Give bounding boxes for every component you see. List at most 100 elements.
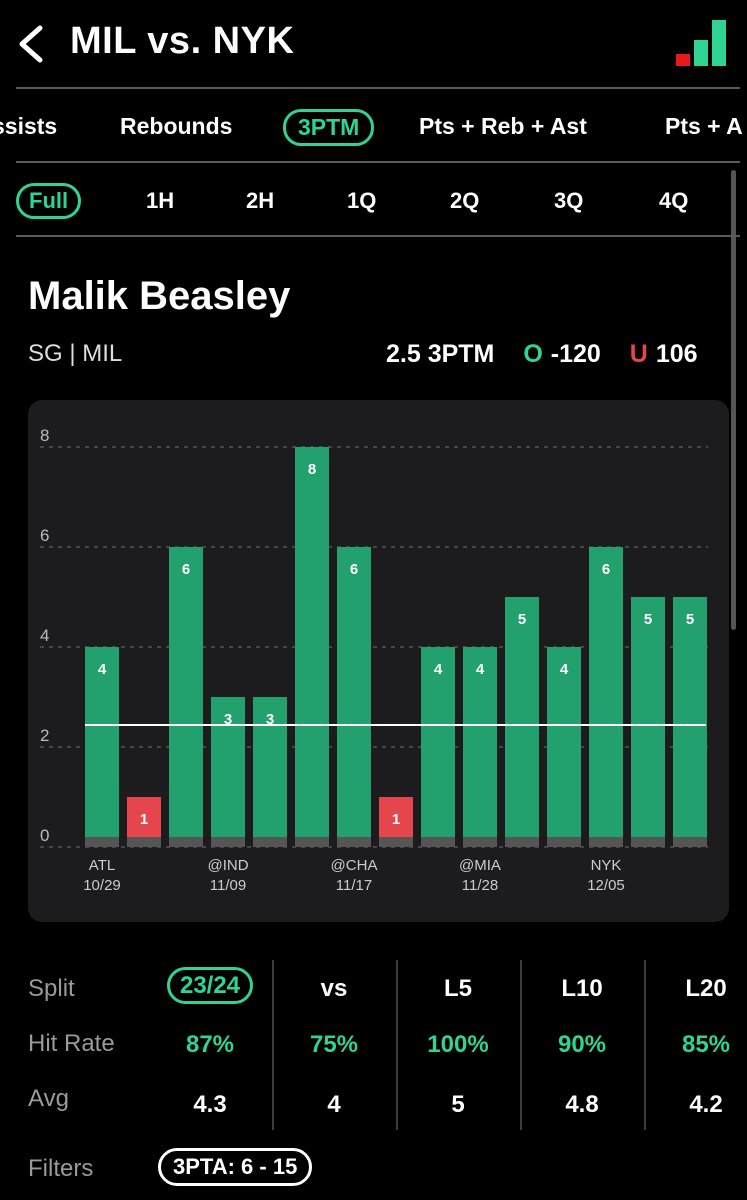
x-tick-team: NYK <box>591 857 622 874</box>
column-divider <box>520 960 522 1130</box>
bar[interactable] <box>337 547 371 847</box>
page-title: MIL vs. NYK <box>70 20 295 62</box>
bar[interactable] <box>631 597 665 847</box>
bar[interactable] <box>421 647 455 847</box>
player-name: Malik Beasley <box>28 274 291 318</box>
split-cell[interactable]: L5 <box>443 975 472 1002</box>
bar[interactable] <box>295 447 329 847</box>
bar[interactable] <box>253 697 287 847</box>
split-cell[interactable]: L20 <box>685 975 727 1002</box>
tab-1h[interactable]: 1H <box>146 188 175 213</box>
market-divider <box>16 161 740 163</box>
bar[interactable] <box>463 647 497 847</box>
split-cell[interactable]: vs <box>320 975 348 1002</box>
tab-pts-reb-ast[interactable]: Pts + Reb + Ast <box>419 113 587 139</box>
over-odds[interactable]: -120 <box>550 340 601 368</box>
filter-chip-3pta[interactable]: 3PTA: 6 - 15 <box>158 1148 313 1186</box>
tab-3ptm[interactable]: 3PTM <box>283 109 375 146</box>
avg-cell: 5 <box>451 1091 465 1118</box>
tab-2h[interactable]: 2H <box>246 188 275 213</box>
tab-4q[interactable]: 4Q <box>659 188 689 213</box>
bar[interactable] <box>169 547 203 847</box>
tab-2q[interactable]: 2Q <box>450 188 480 213</box>
tab-full[interactable]: Full <box>16 183 82 219</box>
split-cell[interactable]: 23/24 <box>155 967 265 1004</box>
avg-cell: 4.2 <box>689 1091 723 1118</box>
split-cell[interactable]: L10 <box>561 975 603 1002</box>
bar-base <box>85 837 119 847</box>
tab-pts-ast[interactable]: Pts + A <box>665 113 743 139</box>
under-odds[interactable]: 106 <box>655 340 698 368</box>
bar-value-label: 8 <box>308 461 316 478</box>
stats-table: Split Hit Rate Avg <box>0 955 747 1135</box>
avg-cell: 4.8 <box>565 1091 599 1118</box>
bar-value-label: 4 <box>560 661 569 678</box>
bar-base <box>421 837 455 847</box>
bar-chart-logo-icon[interactable] <box>676 18 728 68</box>
x-tick-date: 10/29 <box>83 877 121 894</box>
column-divider <box>396 960 398 1130</box>
avg-cell: 4.3 <box>193 1091 227 1118</box>
bar-base <box>337 837 371 847</box>
bar[interactable] <box>547 647 581 847</box>
bar-value-label: 4 <box>434 661 443 678</box>
bar-value-label: 1 <box>140 811 148 828</box>
bar-base <box>127 837 161 847</box>
tab-3q[interactable]: 3Q <box>554 188 584 213</box>
column-divider <box>644 960 646 1130</box>
split-active-chip[interactable]: 23/24 <box>166 967 254 1004</box>
x-tick-team: @IND <box>207 857 248 874</box>
tab-rebounds[interactable]: Rebounds <box>120 113 233 139</box>
x-tick-team: @MIA <box>459 857 501 874</box>
bar-base <box>589 837 623 847</box>
filters-label: Filters <box>28 1155 94 1182</box>
under-label[interactable]: U <box>629 340 648 368</box>
bar-value-label: 4 <box>98 661 107 678</box>
bar-value-label: 6 <box>602 561 610 578</box>
player-position: SG | MIL <box>28 340 123 367</box>
x-tick-date: 12/05 <box>587 877 625 894</box>
bar-value-label: 6 <box>182 561 190 578</box>
back-chevron-icon[interactable] <box>14 22 48 66</box>
bar-value-label: 3 <box>266 711 274 728</box>
bar-base <box>379 837 413 847</box>
tab-1q[interactable]: 1Q <box>347 188 377 213</box>
hit-rate-cell: 90% <box>557 1031 607 1058</box>
bar-value-label: 1 <box>392 811 400 828</box>
bar-value-label: 5 <box>644 611 652 628</box>
y-tick-label: 2 <box>40 726 49 745</box>
bar-base <box>253 837 287 847</box>
bar-value-label: 6 <box>350 561 358 578</box>
hit-rate-cell: 87% <box>185 1031 235 1058</box>
bar[interactable] <box>505 597 539 847</box>
hit-rate-cell: 100% <box>427 1031 489 1058</box>
bar-base <box>295 837 329 847</box>
bar-value-label: 5 <box>686 611 694 628</box>
scrollbar[interactable] <box>731 170 736 630</box>
y-tick-label: 8 <box>40 426 49 445</box>
prop-line: 2.5 3PTM O -120 U 106 <box>386 340 698 369</box>
bar-value-label: 3 <box>224 711 232 728</box>
period-tabs: Full 1H 2H 1Q 2Q 3Q 4Q <box>0 164 747 236</box>
x-tick-team: ATL <box>89 857 115 874</box>
avg-label: Avg <box>28 1085 69 1112</box>
x-tick-date: 11/09 <box>210 877 246 894</box>
bar[interactable] <box>673 597 707 847</box>
bar[interactable] <box>211 697 245 847</box>
bar[interactable] <box>85 647 119 847</box>
tab-assists[interactable]: ssists <box>0 113 58 139</box>
bar-base <box>547 837 581 847</box>
split-label: Split <box>28 975 75 1002</box>
bar-base <box>463 837 497 847</box>
bar-base <box>505 837 539 847</box>
bar-value-label: 5 <box>518 611 526 628</box>
x-tick-date: 11/28 <box>462 877 498 894</box>
bar-base <box>211 837 245 847</box>
avg-cell: 4 <box>327 1091 341 1118</box>
over-label[interactable]: O <box>523 340 543 368</box>
bar[interactable] <box>589 547 623 847</box>
y-tick-label: 4 <box>40 626 49 645</box>
y-tick-label: 0 <box>40 826 49 845</box>
header: MIL vs. NYK <box>0 0 747 88</box>
x-tick-date: 11/17 <box>336 877 372 894</box>
